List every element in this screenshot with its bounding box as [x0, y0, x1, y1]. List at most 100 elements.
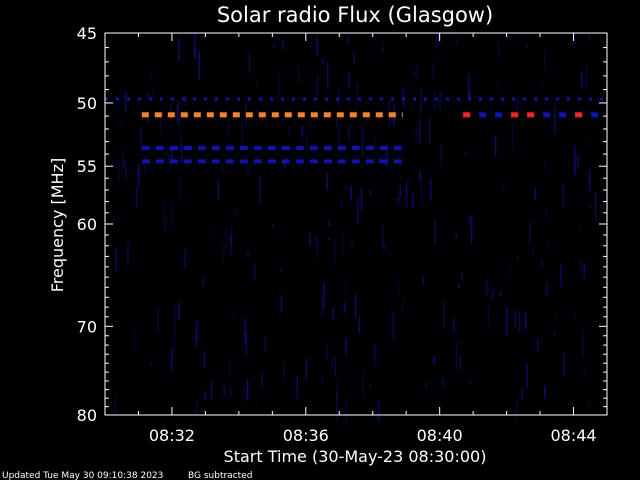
band-segment	[127, 97, 130, 101]
band-segment	[160, 97, 163, 101]
noise-streak	[378, 155, 381, 163]
noise-streak	[525, 44, 528, 49]
noise-streak	[321, 293, 323, 317]
x-tick-label: 08:44	[550, 426, 596, 445]
noise-streak	[516, 99, 518, 112]
noise-streak	[344, 302, 346, 313]
band-segment	[281, 145, 290, 150]
noise-streak	[233, 212, 235, 218]
band-segment	[248, 97, 251, 101]
noise-streak	[188, 255, 190, 262]
noise-streak	[181, 143, 183, 164]
noise-streak	[348, 126, 350, 140]
noise-streak	[398, 278, 400, 295]
noise-streak	[122, 148, 124, 168]
noise-streak	[259, 176, 261, 204]
noise-streak	[114, 397, 117, 417]
band-segment	[336, 112, 344, 118]
noise-streak	[342, 232, 344, 253]
band-segment	[197, 145, 206, 150]
noise-streak	[328, 237, 330, 241]
noise-streak	[443, 301, 445, 329]
noise-streak	[247, 164, 249, 176]
band-segment	[393, 159, 402, 164]
noise-streak	[184, 249, 186, 267]
noise-streak	[198, 51, 200, 79]
band-segment	[182, 97, 185, 101]
noise-streak	[334, 238, 337, 266]
band-segment	[523, 97, 526, 101]
band-segment	[347, 97, 350, 101]
band-segment	[512, 97, 515, 101]
noise-streak	[425, 382, 428, 388]
noise-streak	[406, 182, 408, 206]
band-segment	[380, 97, 383, 101]
noise-streak	[177, 100, 179, 124]
noise-streak	[514, 309, 516, 327]
noise-streak	[115, 247, 117, 271]
band-segment	[479, 112, 487, 118]
noise-streak	[246, 379, 249, 399]
noise-streak	[167, 155, 170, 161]
noise-streak	[585, 139, 587, 145]
noise-streak	[420, 87, 422, 115]
band-segment	[388, 112, 396, 118]
noise-streak	[430, 178, 432, 202]
band-segment	[281, 97, 284, 101]
chart-title: Solar radio Flux (Glasgow)	[217, 3, 493, 27]
x-tick-label: 08:40	[417, 426, 463, 445]
noise-streak	[499, 290, 502, 297]
noise-streak	[588, 34, 591, 41]
band-segment	[141, 145, 150, 150]
noise-streak	[588, 169, 591, 192]
noise-streak	[316, 75, 319, 94]
band-segment	[325, 97, 328, 101]
noise-streak	[253, 263, 256, 281]
noise-streak	[345, 397, 347, 425]
noise-streak	[160, 112, 162, 136]
noise-streak	[316, 237, 319, 259]
band-segment	[259, 97, 262, 101]
band-segment	[351, 159, 360, 164]
noise-streak	[354, 294, 357, 318]
noise-streak	[309, 233, 311, 246]
noise-streak	[508, 261, 511, 279]
noise-streak	[305, 358, 308, 381]
noise-streak	[459, 357, 461, 370]
band-segment	[365, 145, 374, 150]
noise-streak	[468, 73, 470, 97]
noise-streak	[469, 92, 471, 100]
band-segment	[463, 112, 471, 118]
band-segment	[295, 159, 304, 164]
band-segment	[575, 112, 583, 118]
noise-streak	[328, 221, 330, 227]
band-segment	[253, 145, 262, 150]
noise-streak	[136, 186, 138, 208]
noise-streak	[179, 116, 181, 131]
noise-streak	[256, 109, 258, 113]
band-segment	[215, 97, 218, 101]
noise-streak	[336, 118, 338, 128]
band-segment	[284, 112, 292, 118]
noise-streak	[594, 191, 597, 220]
band-segment	[211, 159, 220, 164]
noise-streak	[221, 163, 223, 172]
noise-streak	[436, 34, 438, 50]
band-segment	[141, 112, 149, 118]
noise-streak	[465, 152, 467, 156]
noise-streak	[573, 155, 576, 177]
band-segment	[245, 112, 253, 118]
band-segment	[271, 112, 279, 118]
noise-streak	[241, 121, 243, 144]
band-segment	[358, 97, 361, 101]
noise-streak	[587, 398, 590, 409]
noise-streak	[392, 312, 395, 340]
noise-streak	[147, 115, 149, 123]
noise-streak	[414, 86, 416, 90]
band-segment	[197, 159, 206, 164]
noise-streak	[202, 277, 204, 287]
x-axis-title: Start Time (30-May-23 08:30:00)	[224, 447, 487, 466]
band-segment	[559, 112, 567, 118]
band-segment	[479, 97, 482, 101]
noise-streak	[362, 369, 364, 398]
